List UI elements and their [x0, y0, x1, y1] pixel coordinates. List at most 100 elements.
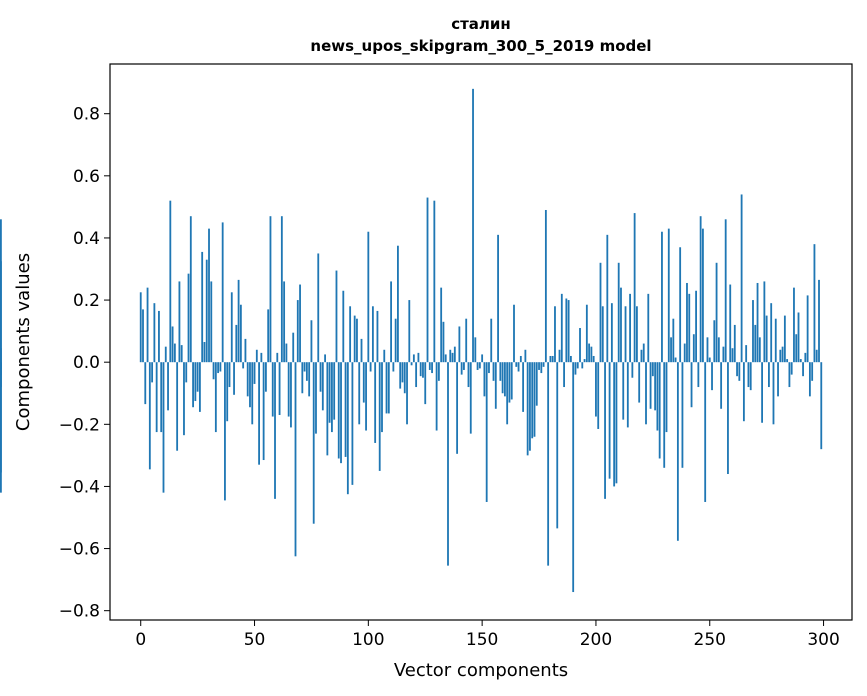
bar: [351, 362, 354, 485]
bar: [811, 362, 814, 381]
bar: [185, 362, 188, 383]
bar: [331, 362, 333, 433]
bar: [385, 362, 388, 414]
bar: [494, 362, 497, 409]
x-tick-label: 0: [135, 630, 146, 650]
bar: [333, 362, 336, 420]
bar: [374, 362, 377, 443]
y-tick-label: −0.6: [59, 540, 100, 560]
bar: [590, 346, 593, 363]
bar: [667, 228, 670, 363]
bar: [772, 362, 775, 425]
bar: [645, 362, 647, 425]
bar: [139, 292, 142, 363]
y-tick-label: 0.0: [73, 353, 100, 373]
bar: [283, 281, 286, 363]
bar: [804, 352, 807, 363]
bar: [458, 326, 461, 363]
bar: [510, 362, 513, 400]
bar: [239, 304, 242, 363]
bar: [451, 352, 454, 363]
bar: [349, 306, 352, 363]
bar: [738, 362, 741, 381]
bar: [688, 293, 691, 363]
bar: [408, 300, 411, 363]
bar: [155, 362, 158, 433]
bar: [242, 362, 245, 369]
bar: [344, 362, 347, 457]
bar: [604, 362, 606, 499]
bar: [292, 332, 295, 363]
bar: [585, 304, 588, 363]
bar: [269, 216, 272, 363]
bar: [158, 310, 160, 363]
bar: [802, 362, 804, 377]
bar: [658, 362, 661, 459]
bar: [285, 343, 288, 363]
bar: [315, 362, 317, 434]
bar: [478, 362, 481, 369]
bar: [0, 362, 2, 375]
bar: [717, 337, 720, 363]
bar: [549, 355, 552, 363]
bar: [367, 231, 370, 363]
bar: [554, 306, 556, 363]
y-tick-label: −0.2: [59, 415, 100, 435]
bar: [180, 345, 183, 363]
bar: [640, 349, 643, 363]
bar: [761, 362, 763, 423]
bar: [651, 362, 654, 377]
bar: [503, 362, 506, 397]
bar: [456, 362, 459, 454]
bar: [610, 303, 613, 363]
bar: [508, 362, 511, 403]
bar: [692, 334, 695, 363]
bar: [588, 343, 591, 363]
bar: [702, 228, 704, 363]
bar: [192, 362, 194, 408]
bar: [720, 362, 723, 409]
bar: [151, 362, 154, 383]
bar: [749, 362, 752, 391]
bar: [399, 362, 402, 389]
bar: [740, 194, 743, 363]
bar: [808, 362, 811, 397]
x-axis-ticks: 0 50 100 150 200 250 300: [135, 620, 840, 650]
bar: [529, 362, 531, 451]
bar: [410, 362, 413, 366]
bar: [321, 362, 324, 411]
bar: [422, 362, 424, 378]
bar: [574, 362, 577, 375]
bar: [506, 362, 509, 425]
bar: [401, 362, 404, 383]
y-axis-ticks: −0.8 −0.6 −0.4 −0.2 0.0 0.2 0.4 0.6 0.8: [59, 105, 110, 622]
bar: [167, 362, 169, 411]
bar: [221, 222, 224, 363]
bar: [328, 362, 331, 423]
bar: [173, 343, 176, 363]
bar: [788, 362, 791, 388]
bar: [517, 362, 520, 372]
bar: [731, 348, 734, 363]
bar: [567, 300, 570, 363]
bar: [310, 320, 313, 363]
x-tick-label: 150: [466, 630, 498, 650]
bar: [417, 352, 420, 363]
bar: [679, 247, 682, 363]
bar: [433, 200, 436, 363]
bar: [465, 318, 468, 363]
bar: [476, 362, 479, 370]
bar: [779, 349, 782, 363]
bar: [481, 354, 484, 363]
bar: [317, 253, 320, 363]
bar: [820, 362, 823, 450]
bar: [542, 362, 545, 367]
bar: [249, 362, 251, 408]
bar: [262, 362, 265, 461]
bar: [663, 362, 666, 468]
bar: [340, 362, 342, 464]
bar: [394, 318, 397, 363]
bar: [271, 362, 274, 417]
bar: [319, 362, 322, 392]
bar: [376, 310, 379, 363]
